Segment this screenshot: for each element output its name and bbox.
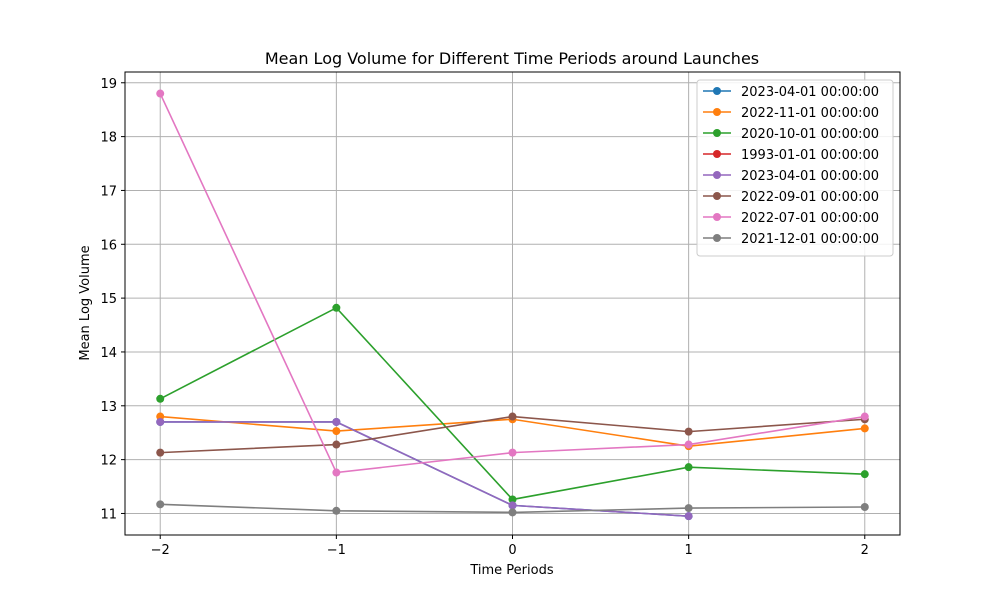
data-point [508,412,517,421]
legend-label: 2021-12-01 00:00:00 [741,232,879,247]
chart-title: Mean Log Volume for Different Time Perio… [265,49,759,68]
legend-marker [713,171,721,179]
data-point [508,501,517,510]
legend-label: 2020-10-01 00:00:00 [741,127,879,142]
data-point [332,303,341,312]
data-point [860,424,869,433]
legend-label: 2022-09-01 00:00:00 [741,190,879,205]
data-point [156,448,165,457]
data-point [684,427,693,436]
series-line [160,421,689,517]
x-tick-label: 1 [684,543,692,558]
legend: 2023-04-01 00:00:00 2022-11-01 00:00:00 20… [696,79,894,257]
legend-item: 2022-11-01 00:00:00 [703,106,879,121]
data-point [332,440,341,449]
series-layer [156,89,869,521]
data-point [508,448,517,457]
y-axis: 11 12 13 14 15 16 17 18 19 [100,77,125,522]
data-point [332,468,341,477]
y-tick-label: 19 [100,77,117,92]
series-7 [156,500,869,517]
legend-marker [713,234,721,242]
data-point [508,508,517,517]
y-axis-label: Mean Log Volume [78,245,93,360]
data-point [860,412,869,421]
x-axis-label: Time Periods [469,563,553,578]
data-point [684,504,693,513]
data-point [332,417,341,426]
x-tick-label: 2 [861,543,869,558]
legend-marker [713,129,721,137]
data-point [684,512,693,521]
x-tick-label: −1 [327,543,346,558]
legend-item: 1993-01-01 00:00:00 [703,148,879,163]
y-tick-label: 13 [100,400,117,415]
data-point [332,427,341,436]
legend-marker [713,87,721,95]
legend-label: 2022-11-01 00:00:00 [741,106,879,121]
x-axis: −2 −1 0 1 2 [151,535,869,558]
legend-label: 2022-07-01 00:00:00 [741,211,879,226]
legend-item: 2023-04-01 00:00:00 [703,85,879,100]
data-point [684,440,693,449]
legend-item: 2022-09-01 00:00:00 [703,190,879,205]
y-tick-label: 14 [100,346,117,361]
data-point [860,470,869,479]
series-2 [156,303,869,504]
series-0 [156,417,693,521]
data-point [156,394,165,403]
series-6 [156,89,869,477]
y-tick-label: 18 [100,131,117,146]
data-point [860,503,869,512]
data-point [684,463,693,472]
legend-item: 2023-04-01 00:00:00 [703,169,879,184]
series-4 [156,417,693,521]
data-point [156,500,165,509]
legend-box [696,79,894,257]
legend-label: 1993-01-01 00:00:00 [741,148,879,163]
x-tick-label: −2 [151,543,170,558]
y-tick-label: 16 [100,238,117,253]
legend-marker [713,150,721,158]
legend-marker [713,192,721,200]
legend-item: 2021-12-01 00:00:00 [703,232,879,247]
legend-item: 2020-10-01 00:00:00 [703,127,879,142]
data-point [332,506,341,515]
legend-marker [713,213,721,221]
legend-marker [713,108,721,116]
y-tick-label: 11 [100,507,117,522]
data-point [508,495,517,504]
y-tick-label: 15 [100,292,117,307]
y-tick-label: 17 [100,184,117,199]
legend-item: 2022-07-01 00:00:00 [703,211,879,226]
legend-label: 2023-04-01 00:00:00 [741,85,879,100]
y-tick-label: 12 [100,454,117,469]
data-point [156,417,165,426]
legend-label: 2023-04-01 00:00:00 [741,169,879,184]
series-line [160,421,689,517]
x-tick-label: 0 [508,543,516,558]
data-point [156,89,165,98]
